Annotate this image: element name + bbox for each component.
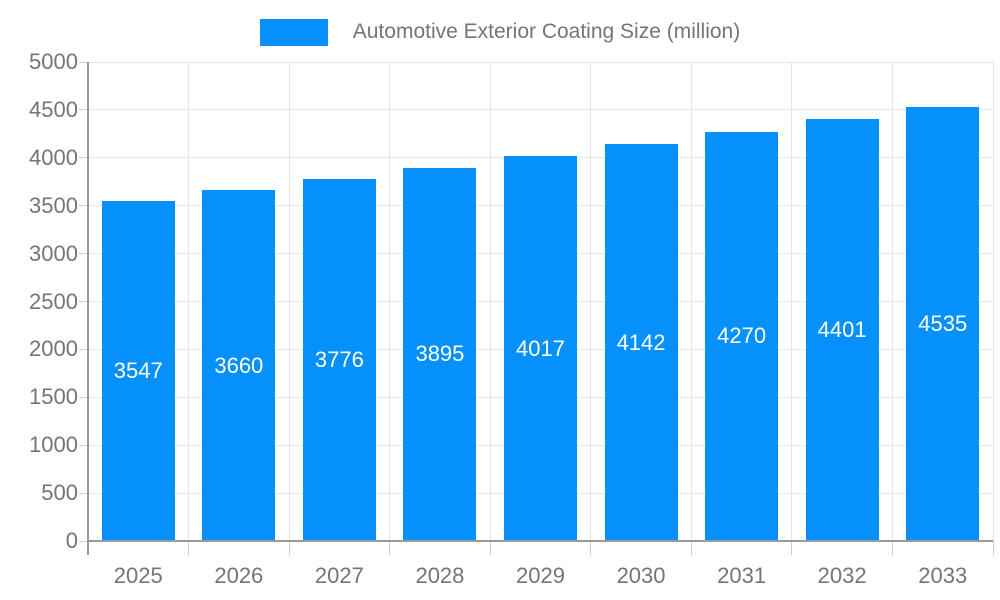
bar: 3660	[202, 190, 276, 541]
bar: 4017	[504, 156, 577, 541]
bar: 4270	[705, 131, 779, 541]
v-gridline	[891, 62, 893, 541]
x-tick	[288, 541, 290, 555]
y-tick	[79, 301, 88, 302]
x-tick-label: 2030	[616, 563, 666, 588]
v-gridline	[188, 62, 190, 541]
v-gridline	[389, 62, 391, 541]
y-tick-label: 3500	[29, 192, 78, 218]
v-gridline	[590, 62, 592, 541]
x-tick	[188, 541, 190, 555]
y-tick	[79, 109, 88, 111]
plot-area: 3547 3660 3776 3895 4017 4142 4270 4401 4535	[79, 61, 994, 555]
legend-label[interactable]: Automotive Exterior Coating Size (millio…	[352, 20, 741, 43]
x-tick-label: 2029	[516, 563, 565, 588]
h-gridline	[88, 61, 993, 63]
y-tick-label: 5000	[29, 49, 78, 74]
bar-value-label: 4017	[516, 335, 565, 361]
y-tick	[79, 61, 88, 63]
x-tick-label: 2026	[214, 563, 264, 588]
bar: 3776	[302, 179, 376, 541]
x-tick	[690, 541, 692, 555]
bar: 4535	[906, 106, 980, 541]
x-tick	[389, 541, 391, 555]
y-tick-label: 0	[65, 528, 78, 553]
bar: 4401	[805, 119, 879, 541]
y-tick-label: 500	[41, 480, 78, 506]
x-tick-label: 2028	[415, 563, 465, 588]
y-tick-label: 3000	[29, 240, 78, 266]
x-tick-label: 2032	[817, 563, 867, 588]
y-tick	[79, 205, 88, 207]
v-gridline	[791, 62, 793, 541]
legend-swatch[interactable]	[259, 18, 328, 46]
x-tick	[791, 541, 793, 555]
y-tick-label: 2000	[29, 336, 78, 362]
y-axis-labels: 0 500 1000 1500 2000 2500 3000 3500 4000 4500 5000	[0, 0, 78, 600]
bar-value-label: 4142	[616, 329, 666, 355]
v-gridline	[288, 62, 290, 541]
y-tick	[79, 253, 88, 255]
x-tick-label: 2025	[113, 563, 163, 588]
x-tick-label: 2031	[717, 563, 767, 588]
y-axis-line	[87, 62, 89, 555]
x-axis-line	[88, 540, 993, 542]
x-tick	[891, 541, 893, 555]
legend: Automotive Exterior Coating Size (millio…	[0, 16, 1000, 48]
v-gridline	[489, 62, 491, 541]
x-tick-label: 2027	[314, 563, 364, 588]
y-tick	[79, 396, 88, 398]
y-tick-label: 4000	[29, 144, 78, 170]
h-gridline	[88, 109, 993, 111]
bar-value-label: 3660	[214, 352, 264, 378]
y-tick-label: 2500	[29, 288, 78, 314]
bar-value-label: 4270	[717, 323, 767, 349]
bar-value-label: 4535	[918, 310, 968, 336]
bar-value-label: 3776	[314, 347, 364, 373]
y-tick-label: 4500	[29, 96, 78, 122]
v-gridline	[690, 62, 692, 541]
v-gridline	[992, 62, 994, 541]
y-tick	[79, 492, 88, 494]
bar-value-label: 3547	[113, 358, 163, 384]
x-tick	[489, 541, 491, 555]
x-tick-label: 2033	[918, 563, 968, 588]
y-tick	[79, 157, 88, 159]
x-tick	[590, 541, 592, 555]
y-tick	[79, 540, 88, 542]
bar: 3895	[403, 167, 477, 541]
bar: 3547	[101, 201, 175, 541]
y-tick	[79, 444, 88, 446]
y-tick-label: 1500	[29, 384, 78, 410]
bar: 4142	[604, 144, 678, 541]
x-tick	[992, 541, 994, 555]
bar-value-label: 3895	[415, 341, 465, 367]
y-tick	[79, 348, 88, 350]
y-tick-label: 1000	[29, 432, 78, 458]
bar-value-label: 4401	[817, 317, 867, 343]
